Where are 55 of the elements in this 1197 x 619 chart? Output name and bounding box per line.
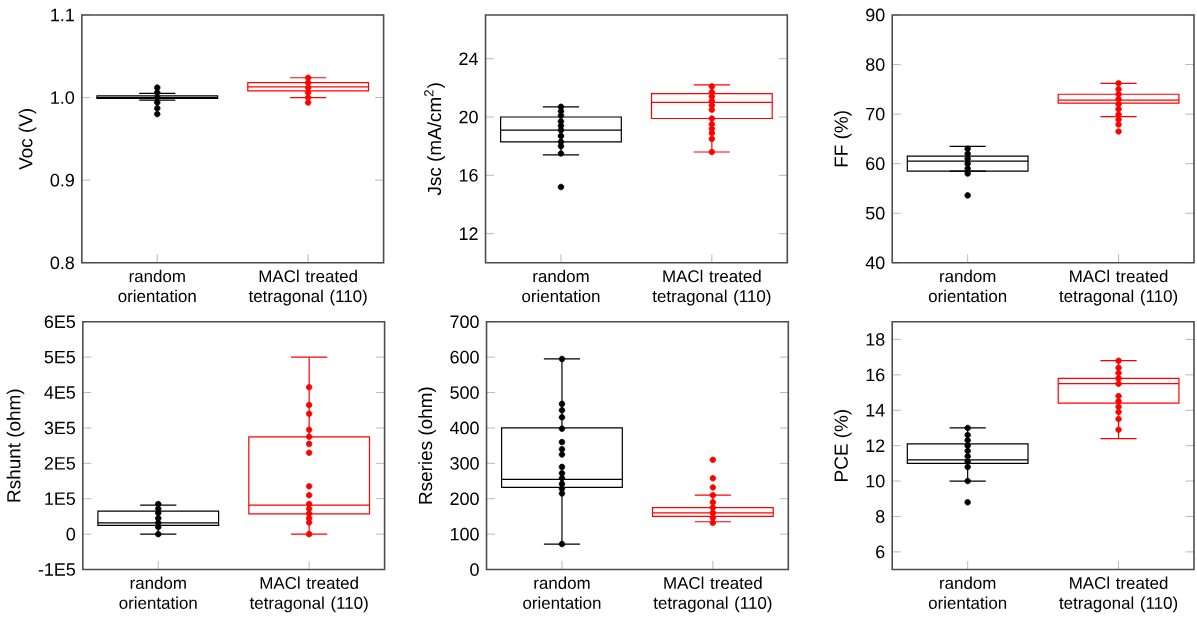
y-tick-label: 3E5 — [44, 421, 76, 435]
y-tick-label: 600 — [450, 350, 479, 364]
y-tick-label: 0.8 — [50, 256, 74, 270]
y-tick-label: 500 — [450, 386, 479, 399]
x-tick-label: random orientation — [118, 269, 196, 303]
x-tick-label: MACl treated tetragonal (110) — [1059, 269, 1178, 306]
y-tick-label: 10 — [866, 474, 885, 488]
y-axis-title: Voc (V) — [18, 109, 37, 170]
y-tick-label: 16 — [459, 169, 478, 182]
y-tick-label: 6 — [876, 545, 885, 559]
y-tick-label: 8 — [876, 510, 885, 523]
y-tick-label: 2E5 — [44, 457, 76, 470]
x-tick-label: random orientation — [928, 576, 1007, 609]
y-tick-label: 400 — [450, 421, 479, 435]
y-tick-label: 700 — [450, 315, 479, 329]
y-tick-label: 100 — [450, 527, 479, 541]
y-axis-title: Rseries (ohm) — [418, 387, 436, 504]
y-tick-label: 50 — [865, 206, 885, 220]
y-tick-label: 0 — [66, 527, 76, 541]
y-tick-label: 0 — [470, 563, 479, 576]
x-tick-label: random orientation — [522, 269, 600, 303]
y-tick-label: 70 — [866, 107, 885, 121]
x-tick-label: MACl treated tetragonal (110) — [1059, 576, 1178, 613]
y-tick-label: 12 — [459, 227, 478, 240]
y-tick-label: 18 — [866, 333, 885, 346]
y-tick-label: 12 — [866, 439, 885, 452]
y-tick-label: 4E5 — [44, 386, 76, 399]
y-tick-label: -1E5 — [38, 563, 76, 576]
x-tick-label: random orientation — [119, 576, 197, 609]
y-axis-title: Jsc (mA/cm$^{2}$) — [424, 83, 445, 196]
y-axis-title: FF (%) — [833, 111, 852, 167]
y-tick-label: 24 — [459, 52, 478, 65]
y-tick-label: 300 — [450, 457, 479, 470]
y-tick-label: 5E5 — [44, 350, 76, 364]
y-tick-label: 20 — [459, 110, 478, 124]
y-tick-label: 200 — [450, 492, 479, 506]
x-tick-label: MACl treated tetragonal (110) — [248, 269, 367, 306]
x-tick-label: MACl treated tetragonal (110) — [249, 576, 368, 613]
y-tick-label: 60 — [866, 157, 885, 171]
y-tick-label: 1.0 — [51, 91, 75, 104]
y-tick-label: 0.9 — [50, 173, 74, 187]
x-tick-label: random orientation — [523, 576, 601, 609]
y-tick-label: 90 — [866, 8, 885, 22]
x-tick-label: random orientation — [928, 269, 1007, 303]
y-axis-title: PCE (%) — [833, 410, 852, 481]
y-tick-label: 1.1 — [51, 8, 74, 22]
x-tick-label: MACl treated tetragonal (110) — [652, 269, 771, 306]
y-tick-label: 6E5 — [44, 315, 76, 329]
y-tick-label: 1E5 — [45, 492, 76, 506]
y-tick-label: 40 — [865, 256, 885, 270]
y-tick-label: 14 — [866, 404, 885, 417]
x-tick-label: MACl treated tetragonal (110) — [653, 576, 772, 613]
y-axis-title: Rshunt (ohm) — [6, 389, 25, 502]
y-tick-label: 80 — [866, 58, 885, 71]
y-tick-label: 16 — [866, 368, 885, 382]
